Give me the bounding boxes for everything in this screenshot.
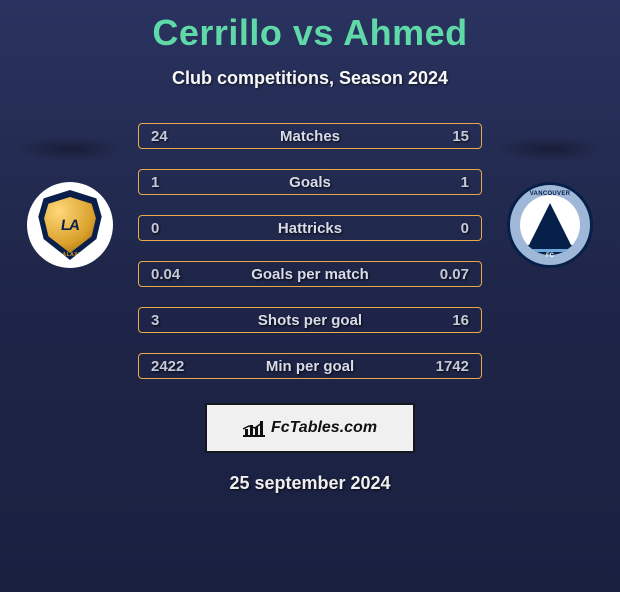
vancouver-badge: VANCOUVER FC — [507, 182, 593, 268]
page-title: Cerrillo vs Ahmed — [0, 12, 620, 54]
stat-row: 24 Matches 15 — [138, 123, 482, 149]
stat-right-value: 0.07 — [423, 266, 469, 283]
stat-row: 0 Hattricks 0 — [138, 215, 482, 241]
stat-label: Goals — [289, 174, 331, 191]
stat-left-value: 24 — [151, 128, 197, 145]
la-galaxy-badge: LA GALAXY — [27, 182, 113, 268]
badge-shadow — [495, 136, 605, 162]
stat-row: 2422 Min per goal 1742 — [138, 353, 482, 379]
la-abbr: LA — [60, 217, 80, 234]
subtitle: Club competitions, Season 2024 — [0, 68, 620, 89]
stats-table: 24 Matches 15 1 Goals 1 0 Hattricks 0 0.… — [138, 123, 482, 379]
stat-left-value: 0 — [151, 220, 197, 237]
team-badge-left: LA GALAXY — [20, 182, 120, 282]
brand-text: FcTables.com — [271, 419, 377, 437]
brand-chart-icon — [243, 419, 265, 437]
stat-row: 3 Shots per goal 16 — [138, 307, 482, 333]
stat-label: Goals per match — [251, 266, 369, 283]
stat-right-value: 0 — [423, 220, 469, 237]
stat-left-value: 3 — [151, 312, 197, 329]
stat-left-value: 0.04 — [151, 266, 197, 283]
stat-right-value: 16 — [423, 312, 469, 329]
la-sub: GALAXY — [58, 252, 82, 258]
brand-box: FcTables.com — [205, 403, 415, 453]
stat-label: Min per goal — [266, 358, 354, 375]
stat-right-value: 1 — [423, 174, 469, 191]
stat-row: 1 Goals 1 — [138, 169, 482, 195]
stat-label: Shots per goal — [258, 312, 362, 329]
stat-right-value: 15 — [423, 128, 469, 145]
stat-right-value: 1742 — [423, 358, 469, 375]
date-label: 25 september 2024 — [0, 473, 620, 494]
badge-shadow — [15, 136, 125, 162]
stat-label: Hattricks — [278, 220, 342, 237]
stat-row: 0.04 Goals per match 0.07 — [138, 261, 482, 287]
van-bot: FC — [510, 253, 590, 259]
stat-label: Matches — [280, 128, 340, 145]
team-badge-right: VANCOUVER FC — [500, 182, 600, 282]
stat-left-value: 2422 — [151, 358, 197, 375]
stat-left-value: 1 — [151, 174, 197, 191]
